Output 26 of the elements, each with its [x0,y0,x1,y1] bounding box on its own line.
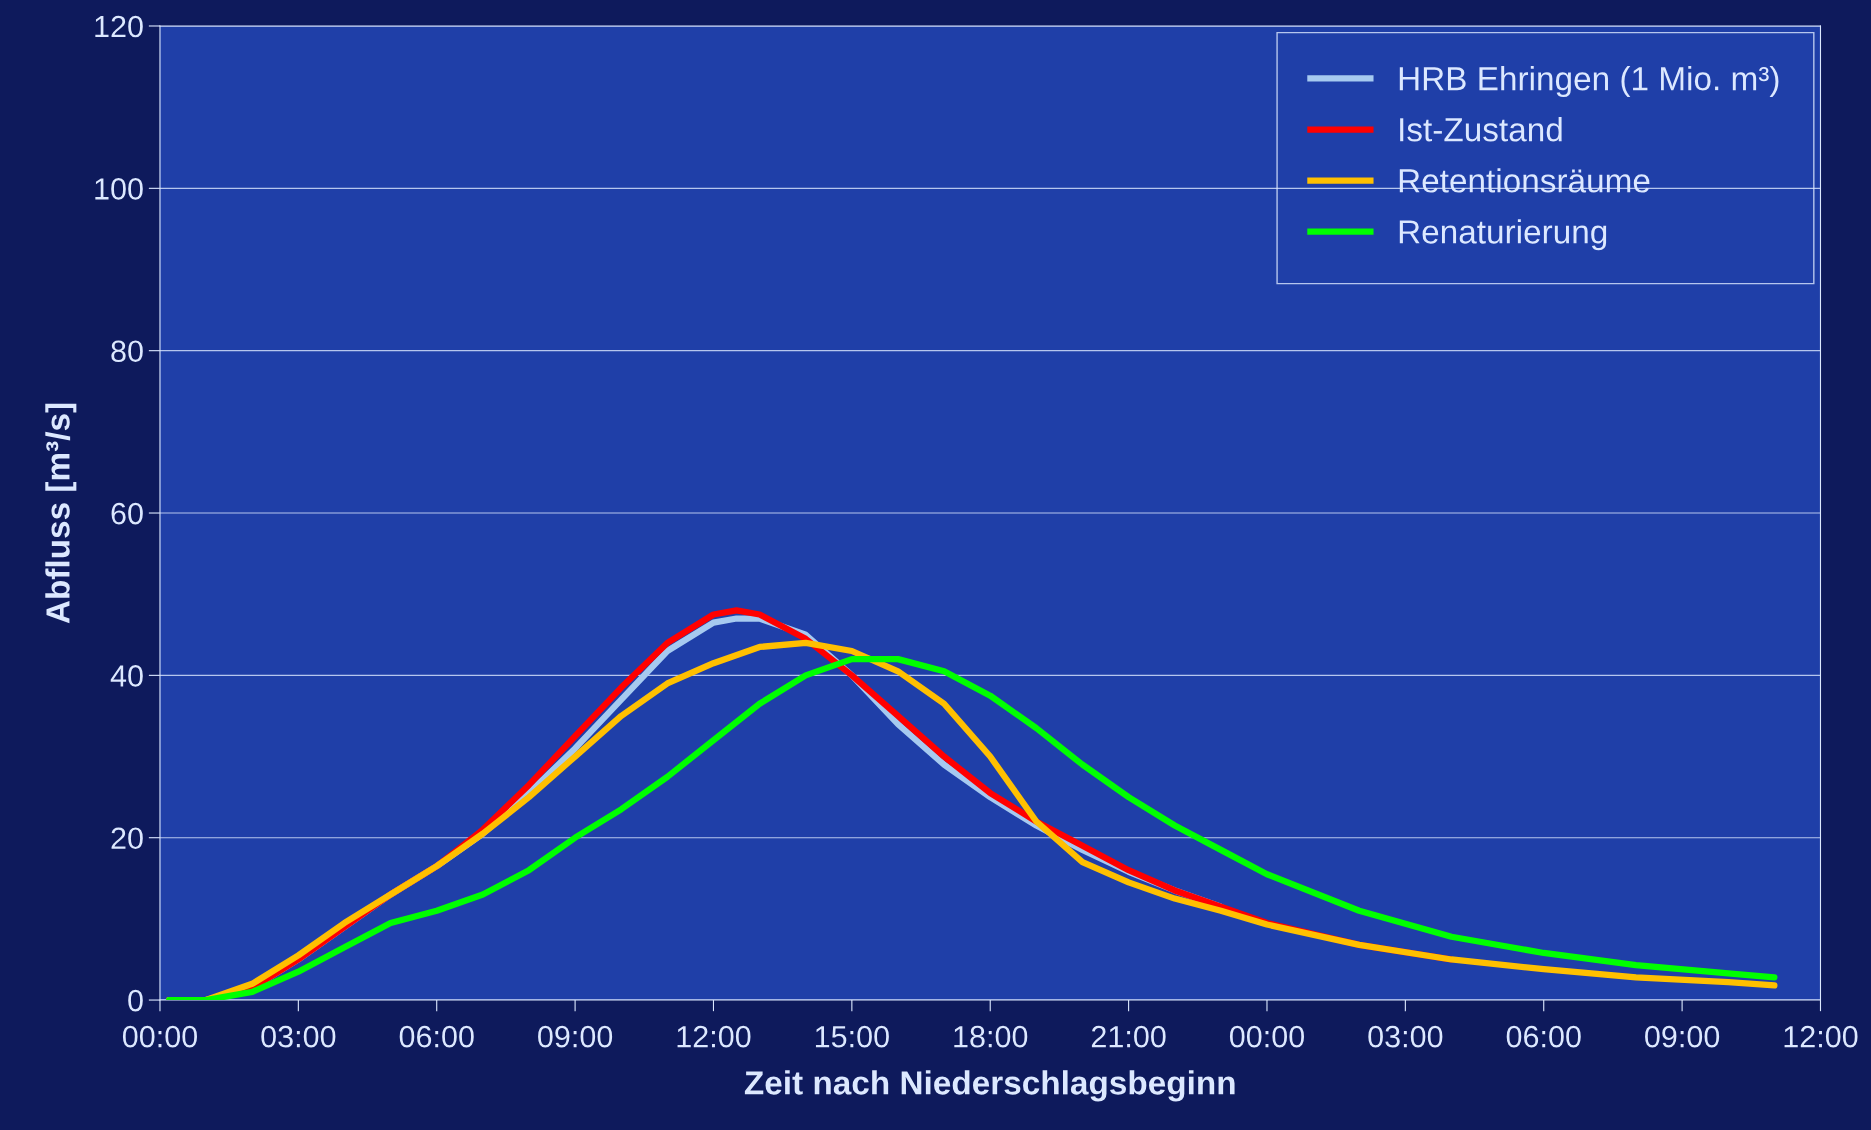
x-tick-label: 00:00 [122,1025,198,1048]
x-tick-label: 00:00 [1229,1025,1305,1048]
y-tick-label: 20 [111,827,143,850]
legend-label: Renaturierung [1399,219,1607,251]
x-tick-label: 03:00 [261,1025,336,1048]
x-tick-label: 09:00 [538,1025,613,1048]
y-tick-label: 60 [111,502,143,525]
y-axis-title: Abfluss [m³/s] [45,403,77,624]
y-tick-label: 100 [95,178,143,200]
x-axis-title: Zeit nach Niederschlagsbeginn [744,1070,1235,1102]
x-tick-label: 06:00 [1506,1025,1581,1048]
x-tick-label: 09:00 [1645,1025,1720,1048]
x-tick-label: 12:00 [677,1025,751,1048]
x-tick-label: 18:00 [954,1025,1028,1048]
y-tick-label: 0 [128,989,143,1012]
y-tick-label: 40 [110,665,143,687]
x-tick-label: 03:00 [1368,1025,1443,1048]
x-tick-label: 12:00 [1784,1025,1858,1048]
x-tick-label: 15:00 [815,1025,889,1048]
y-tick-label: 120 [95,15,143,38]
legend-label: HRB Ehringen (1 Mio. m³) [1399,65,1779,98]
x-tick-label: 06:00 [399,1025,474,1048]
x-tick-label: 21:00 [1091,1025,1166,1048]
y-tick-label: 80 [111,340,143,363]
legend-label: Ist-Zustand [1400,117,1562,142]
legend-label: Retentionsräume [1399,168,1650,193]
